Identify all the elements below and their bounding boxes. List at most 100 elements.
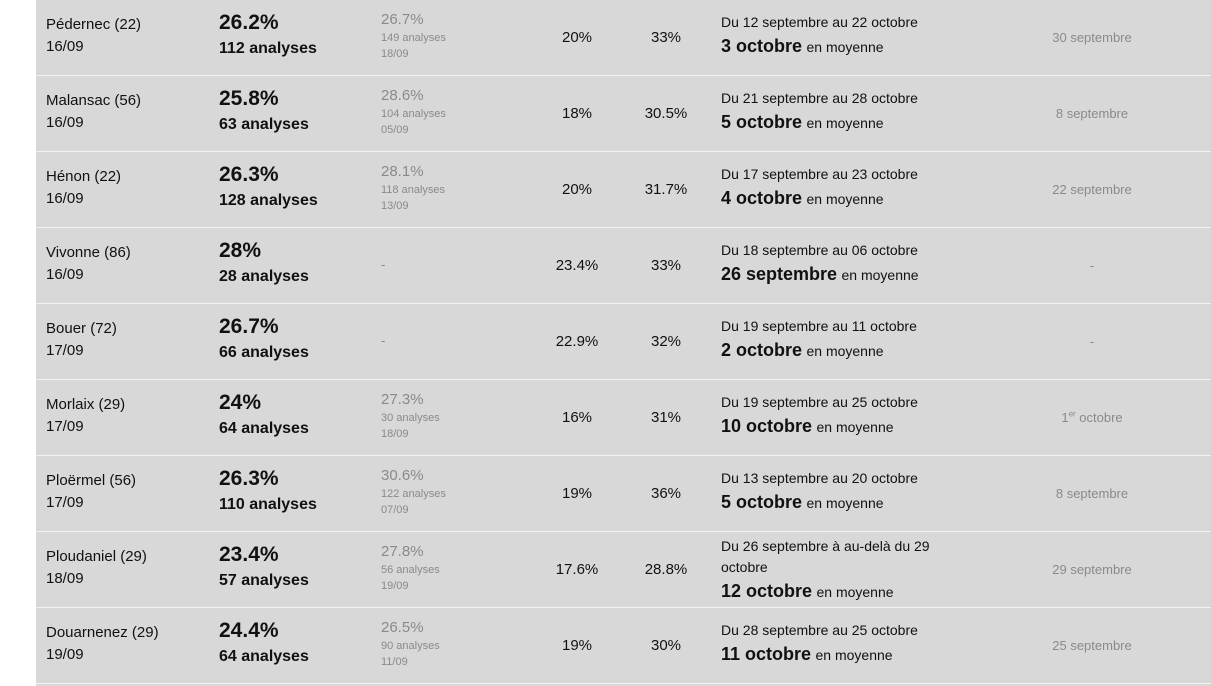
value-2: 31%: [650, 409, 682, 426]
value-1: 19%: [561, 485, 593, 502]
rate-cell: 24.4% 64 analyses: [219, 618, 309, 668]
period-cell: Du 12 septembre au 22 octobre 3 octobre …: [721, 12, 971, 59]
rate-cell: 28% 28 analyses: [219, 238, 309, 288]
place-date: 17/09: [46, 494, 84, 511]
rate-value: 26.7%: [219, 315, 279, 338]
previous-rate: 30.6%: [381, 467, 424, 484]
period-cell: Du 17 septembre au 23 octobre 4 octobre …: [721, 164, 971, 211]
place-name: Pédernec (22): [46, 16, 142, 33]
period-range: Du 12 septembre au 22 octobre: [721, 14, 918, 30]
rate-cell: 26.3% 110 analyses: [219, 466, 317, 516]
place-name: Ploërmel (56): [46, 472, 137, 489]
place-cell: Pédernec (22) 16/09: [46, 14, 141, 58]
period-range: Du 26 septembre à au-delà du 29 octobre: [721, 538, 930, 575]
rate-value: 23.4%: [219, 543, 279, 566]
place-date: 16/09: [46, 266, 84, 283]
table-row: Malansac (56) 16/09 25.8% 63 analyses 28…: [36, 76, 1211, 152]
average-label: en moyenne: [841, 267, 919, 283]
last-date: 25 septembre: [1052, 638, 1132, 653]
average-date: 5 octobre: [721, 492, 803, 512]
value-1: 20%: [561, 181, 593, 198]
previous-analyses: 104 analyses: [381, 108, 446, 120]
place-cell: Morlaix (29) 17/09: [46, 394, 125, 438]
previous-date: 07/09: [381, 504, 409, 516]
last-date-month: octobre: [1075, 410, 1123, 425]
previous-analyses: 149 analyses: [381, 32, 446, 44]
average-label: en moyenne: [816, 584, 894, 600]
period-range: Du 18 septembre au 06 octobre: [721, 242, 918, 258]
previous-rate: 28.1%: [381, 163, 424, 180]
previous-date: 18/09: [381, 428, 409, 440]
previous-cell: 27.3% 30 analyses 18/09: [381, 390, 531, 442]
previous-date: 18/09: [381, 48, 409, 60]
place-name: Douarnenez (29): [46, 624, 159, 641]
analyses-count: 63 analyses: [219, 116, 309, 133]
rate-value: 24%: [219, 391, 262, 414]
previous-empty: -: [381, 257, 386, 272]
previous-rate: 27.3%: [381, 391, 424, 408]
table-row: Bouer (72) 17/09 26.7% 66 analyses - 22.…: [36, 304, 1211, 380]
table-row: Pédernec (22) 16/09 26.2% 112 analyses 2…: [36, 0, 1211, 76]
previous-rate: 28.6%: [381, 87, 424, 104]
period-cell: Du 13 septembre au 20 octobre 5 octobre …: [721, 468, 971, 515]
average-date: 10 octobre: [721, 416, 813, 436]
value-1: 16%: [561, 409, 593, 426]
last-date: 29 septembre: [1052, 562, 1132, 577]
place-date: 17/09: [46, 418, 84, 435]
value-2: 31.7%: [644, 181, 688, 198]
place-name: Morlaix (29): [46, 396, 126, 413]
place-name: Vivonne (86): [46, 244, 131, 261]
rate-cell: 24% 64 analyses: [219, 390, 309, 440]
previous-date: 13/09: [381, 200, 409, 212]
previous-cell: 27.8% 56 analyses 19/09: [381, 542, 531, 594]
period-range: Du 19 septembre au 25 octobre: [721, 394, 918, 410]
period-cell: Du 26 septembre à au-delà du 29 octobre …: [721, 536, 971, 604]
table-row: Morlaix (29) 17/09 24% 64 analyses 27.3%…: [36, 380, 1211, 456]
last-date-ordinal: er: [1068, 409, 1076, 419]
value-1: 23.4%: [555, 257, 599, 274]
place-cell: Ploudaniel (29) 18/09: [46, 546, 147, 590]
previous-rate: 26.5%: [381, 619, 424, 636]
previous-analyses: 90 analyses: [381, 640, 440, 652]
rate-value: 26.3%: [219, 467, 279, 490]
place-date: 16/09: [46, 38, 84, 55]
value-2: 28.8%: [644, 561, 688, 578]
previous-date: 11/09: [381, 656, 408, 668]
rate-value: 25.8%: [219, 87, 279, 110]
average-label: en moyenne: [816, 419, 894, 435]
table-row: Vivonne (86) 16/09 28% 28 analyses - 23.…: [36, 228, 1211, 304]
previous-cell: 26.7% 149 analyses 18/09: [381, 10, 531, 62]
last-date-day: 1: [1061, 410, 1069, 425]
period-range: Du 19 septembre au 11 octobre: [721, 318, 917, 334]
previous-cell: 28.1% 118 analyses 13/09: [381, 162, 531, 214]
place-cell: Bouer (72) 17/09: [46, 318, 117, 362]
last-date: 22 septembre: [1052, 182, 1132, 197]
table-row: Hénon (22) 16/09 26.3% 128 analyses 28.1…: [36, 152, 1211, 228]
average-label: en moyenne: [806, 495, 884, 511]
period-cell: Du 18 septembre au 06 octobre 26 septemb…: [721, 240, 971, 287]
rate-value: 26.3%: [219, 163, 279, 186]
average-label: en moyenne: [806, 39, 884, 55]
period-range: Du 28 septembre au 25 octobre: [721, 622, 918, 638]
period-cell: Du 21 septembre au 28 octobre 5 octobre …: [721, 88, 971, 135]
previous-date: 19/09: [381, 580, 409, 592]
place-cell: Douarnenez (29) 19/09: [46, 622, 159, 666]
average-date: 4 octobre: [721, 188, 803, 208]
value-2: 36%: [650, 485, 682, 502]
previous-rate: 27.8%: [381, 543, 424, 560]
value-2: 33%: [650, 257, 682, 274]
analyses-count: 128 analyses: [219, 192, 318, 209]
results-table: Pédernec (22) 16/09 26.2% 112 analyses 2…: [36, 0, 1211, 686]
average-date: 26 septembre: [721, 264, 838, 284]
last-date: 30 septembre: [1052, 30, 1132, 45]
place-date: 17/09: [46, 342, 84, 359]
value-2: 32%: [650, 333, 682, 350]
value-2: 30.5%: [644, 105, 688, 122]
average-date: 3 octobre: [721, 36, 803, 56]
previous-cell: 28.6% 104 analyses 05/09: [381, 86, 531, 138]
average-label: en moyenne: [806, 115, 884, 131]
place-date: 16/09: [46, 190, 84, 207]
value-1: 18%: [561, 105, 593, 122]
value-1: 22.9%: [555, 333, 599, 350]
place-name: Malansac (56): [46, 92, 142, 109]
